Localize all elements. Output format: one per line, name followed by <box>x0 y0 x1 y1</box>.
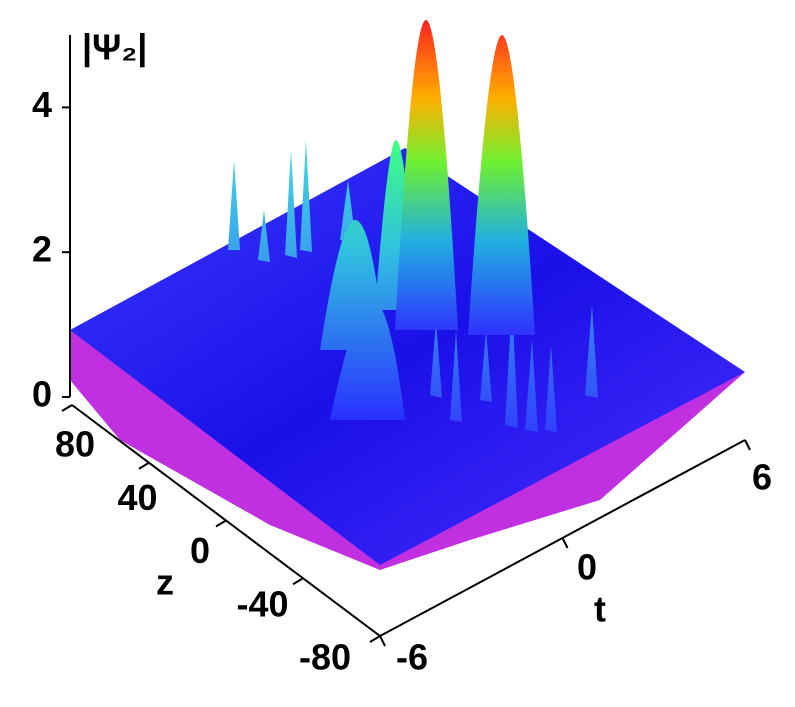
x-axis-title: t <box>594 589 606 630</box>
y-tick <box>61 404 73 412</box>
x-tick <box>561 537 569 549</box>
surface <box>70 20 745 570</box>
y-tick <box>292 577 304 586</box>
y-tick <box>138 461 150 470</box>
x-tick-label: 6 <box>752 457 772 498</box>
peaks <box>395 20 535 335</box>
y-tick-label: -80 <box>299 637 351 678</box>
z-axis-title: |Ψ₂| <box>82 27 147 69</box>
y-axis-title: z <box>156 562 174 603</box>
y-tick-label: -40 <box>236 583 288 624</box>
z-tick-label: 2 <box>32 229 52 270</box>
y-tick <box>215 519 227 528</box>
humps <box>320 140 452 420</box>
x-tick <box>379 635 386 647</box>
y-tick-label: 0 <box>190 530 210 571</box>
y-tick-label: 80 <box>55 424 95 465</box>
z-tick-label: 0 <box>32 374 52 415</box>
x-tick <box>744 439 751 451</box>
surface-plane <box>70 148 745 565</box>
z-tick-label: 4 <box>32 84 52 125</box>
axes: 0 2 4 80 40 0 -40 -80 -6 0 6 <box>32 35 772 678</box>
x-tick-label: 0 <box>577 547 597 588</box>
y-tick <box>369 635 381 643</box>
x-tick-label: -6 <box>396 637 428 678</box>
y-tick-label: 40 <box>117 477 157 518</box>
